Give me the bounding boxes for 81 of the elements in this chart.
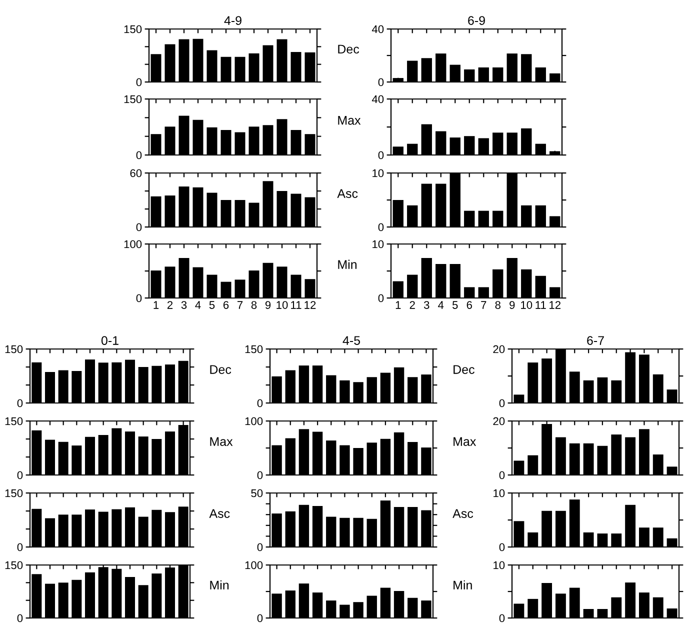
x-tick-label: 9: [510, 301, 515, 309]
y-tick-label: 0: [257, 543, 263, 552]
text: Min: [338, 260, 356, 269]
y-tick-label: 100: [245, 561, 263, 570]
x-tick-label: 12: [550, 301, 560, 309]
y-tick-label: 0: [257, 399, 263, 408]
y-tick-label: 40: [372, 95, 384, 104]
x-tick-label: 8: [495, 301, 500, 309]
text: Max: [210, 437, 233, 446]
y-tick-label: 10: [494, 561, 505, 570]
x-tick-label: 11: [536, 301, 546, 309]
y-tick-label: 40: [372, 25, 384, 34]
y-tick-label: 0: [17, 543, 23, 552]
chart-title: 6-9: [468, 16, 485, 25]
y-tick-label: 150: [5, 417, 23, 426]
y-tick-label: 0: [378, 223, 384, 232]
y-tick-label: 0: [257, 471, 263, 480]
x-tick-label: 3: [181, 301, 187, 309]
y-tick-label: 0: [136, 223, 142, 232]
y-tick-label: 50: [251, 489, 263, 498]
chart-title: 0-1: [101, 336, 118, 345]
chart-title: 4-5: [342, 336, 360, 345]
x-tick-label: 1: [396, 301, 401, 309]
x-tick-label: 10: [521, 301, 532, 309]
text: Asc: [337, 189, 358, 198]
x-tick-label: 6: [223, 301, 229, 309]
y-tick-label: 0: [136, 294, 142, 302]
y-tick-label: 150: [5, 345, 23, 354]
y-tick-label: 150: [124, 95, 142, 104]
x-tick-label: 12: [304, 301, 316, 309]
text: Asc: [209, 509, 230, 518]
x-tick-label: 5: [452, 301, 458, 309]
text: Min: [454, 580, 472, 590]
x-tick-label: 7: [237, 301, 243, 309]
y-tick-label: 0: [17, 399, 23, 408]
x-tick-label: 4: [195, 301, 201, 309]
y-tick-label: 150: [124, 25, 142, 34]
y-tick-label: 60: [130, 169, 142, 178]
y-tick-label: 10: [372, 240, 384, 248]
y-tick-label: 0: [499, 399, 505, 408]
y-tick-label: 0: [378, 78, 384, 86]
y-tick-label: 0: [499, 614, 505, 622]
text: Dec: [454, 365, 474, 374]
x-tick-label: 7: [481, 301, 486, 309]
y-tick-label: 150: [5, 561, 23, 570]
x-tick-label: 11: [291, 301, 302, 309]
text: Dec: [338, 44, 360, 54]
x-tick-label: 2: [167, 301, 173, 309]
y-tick-label: 100: [245, 417, 263, 426]
x-tick-label: 10: [276, 301, 288, 309]
x-tick-label: 8: [251, 301, 257, 309]
x-tick-label: 3: [424, 301, 430, 309]
y-tick-label: 0: [257, 614, 263, 622]
text: Max: [454, 437, 476, 446]
text: Asc: [452, 509, 474, 518]
y-tick-label: 100: [124, 240, 142, 248]
y-tick-label: 0: [499, 543, 505, 552]
chart-title: 6-7: [587, 336, 604, 345]
y-tick-label: 150: [245, 345, 263, 354]
chart-title: 4-9: [224, 16, 242, 25]
y-tick-label: 10: [372, 169, 384, 178]
y-tick-label: 0: [17, 614, 23, 622]
y-tick-label: 0: [499, 471, 505, 480]
x-tick-label: 2: [410, 301, 415, 309]
text: Max: [338, 116, 361, 125]
x-tick-label: 6: [466, 301, 472, 309]
x-tick-label: 5: [209, 301, 215, 309]
text: Dec: [210, 365, 232, 374]
y-tick-label: 0: [136, 151, 142, 160]
y-tick-label: 10: [494, 489, 505, 498]
x-tick-label: 1: [154, 301, 159, 309]
y-tick-label: 150: [5, 489, 23, 498]
y-tick-label: 20: [493, 345, 505, 354]
x-tick-label: 9: [265, 301, 271, 309]
y-tick-label: 20: [493, 417, 505, 426]
x-tick-label: 4: [438, 301, 444, 309]
y-tick-label: 0: [136, 78, 142, 86]
y-tick-label: 0: [378, 294, 384, 302]
y-tick-label: 0: [17, 471, 23, 480]
y-tick-label: 0: [378, 151, 384, 160]
text: Min: [210, 580, 229, 590]
